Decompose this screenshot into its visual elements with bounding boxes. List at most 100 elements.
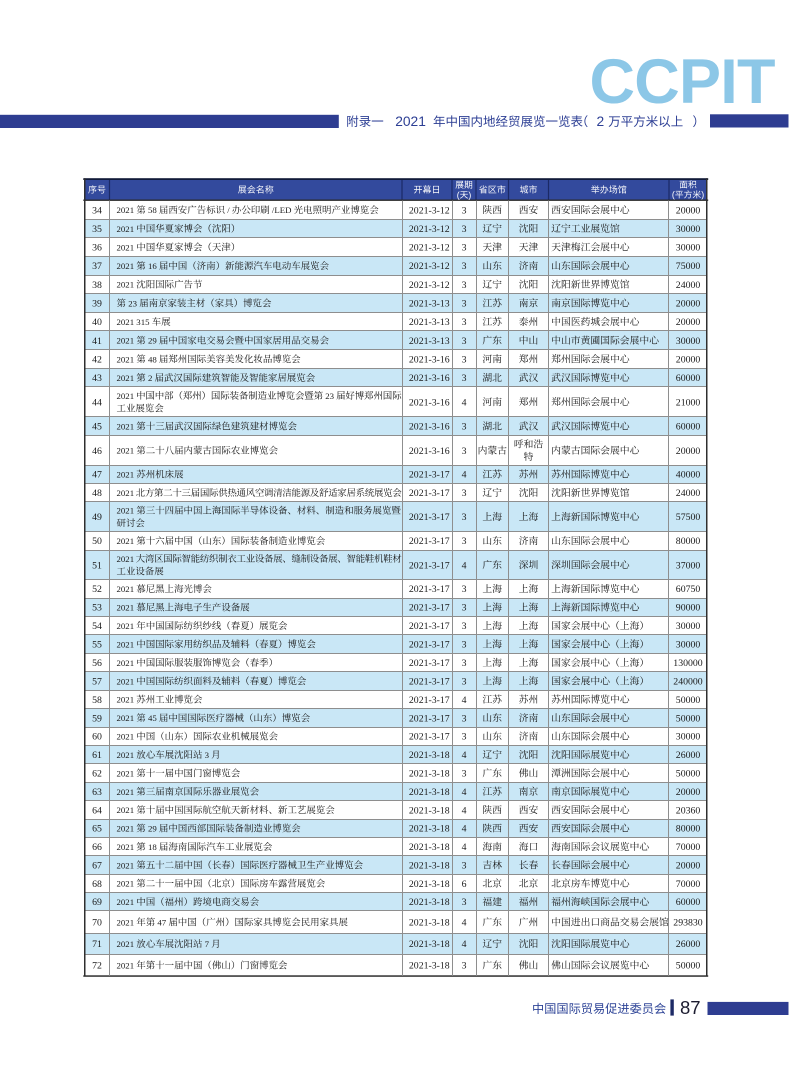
svg-text:): ) — [701, 190, 704, 200]
svg-text:4: 4 — [462, 560, 467, 571]
svg-text:3: 3 — [202, 750, 209, 760]
svg-text:69: 69 — [92, 897, 102, 908]
svg-text:2021: 2021 — [395, 114, 426, 129]
svg-text:68: 68 — [92, 879, 102, 890]
svg-text:2021: 2021 — [117, 336, 135, 346]
svg-text:3: 3 — [462, 354, 467, 365]
svg-text:42: 42 — [92, 354, 102, 365]
svg-text:2021-3-17: 2021-3-17 — [409, 488, 450, 499]
svg-text:4: 4 — [462, 397, 467, 408]
svg-text:4: 4 — [462, 918, 467, 929]
svg-text:2021-3-18: 2021-3-18 — [409, 769, 450, 780]
svg-text:40: 40 — [92, 317, 102, 328]
svg-text:2021-3-17: 2021-3-17 — [409, 584, 450, 595]
svg-text:4: 4 — [462, 787, 467, 798]
svg-text:46: 46 — [92, 446, 102, 457]
svg-text:2021: 2021 — [117, 422, 135, 432]
svg-text:20360: 20360 — [676, 805, 701, 816]
svg-text:4: 4 — [462, 805, 467, 816]
svg-text:30000: 30000 — [676, 640, 701, 651]
svg-text:60000: 60000 — [676, 373, 701, 384]
svg-text:53: 53 — [92, 603, 102, 614]
svg-text:90000: 90000 — [676, 603, 701, 614]
svg-text:50000: 50000 — [676, 713, 701, 724]
svg-text:3: 3 — [462, 422, 467, 433]
svg-text:2021: 2021 — [117, 446, 135, 456]
svg-text:2021-3-17: 2021-3-17 — [409, 713, 450, 724]
svg-text:55: 55 — [92, 640, 102, 651]
svg-text:2021-3-17: 2021-3-17 — [409, 732, 450, 743]
svg-text:2021: 2021 — [117, 860, 135, 870]
svg-text:65: 65 — [92, 824, 102, 835]
svg-text:4: 4 — [462, 939, 467, 950]
svg-text:2021: 2021 — [117, 939, 135, 949]
svg-text:2021-3-17: 2021-3-17 — [409, 621, 450, 632]
svg-text:3: 3 — [462, 860, 467, 871]
svg-text:/: / — [225, 205, 230, 215]
svg-text:3: 3 — [462, 205, 467, 216]
svg-text:2021: 2021 — [117, 787, 135, 797]
svg-text:54: 54 — [92, 621, 102, 632]
svg-text:2021-3-12: 2021-3-12 — [409, 224, 450, 235]
svg-text:(: ( — [672, 190, 675, 200]
svg-text:2021-3-18: 2021-3-18 — [409, 918, 450, 929]
svg-text:64: 64 — [92, 805, 102, 816]
svg-text:24000: 24000 — [676, 280, 701, 291]
svg-text:50000: 50000 — [676, 695, 701, 706]
svg-text:62: 62 — [92, 769, 102, 780]
svg-text:23: 23 — [323, 391, 335, 401]
svg-text:18: 18 — [146, 842, 158, 852]
svg-text:59: 59 — [92, 713, 102, 724]
svg-text:2021: 2021 — [117, 732, 135, 742]
svg-text:2021-3-17: 2021-3-17 — [409, 470, 450, 481]
svg-text:75000: 75000 — [676, 261, 701, 272]
svg-text:2021: 2021 — [117, 897, 135, 907]
svg-text:3: 3 — [462, 676, 467, 687]
svg-text:3: 3 — [462, 317, 467, 328]
svg-text:2021: 2021 — [117, 391, 135, 401]
svg-text:30000: 30000 — [676, 621, 701, 632]
svg-text:2021-3-13: 2021-3-13 — [409, 317, 450, 328]
svg-text:2021-3-16: 2021-3-16 — [409, 354, 450, 365]
svg-text:2021: 2021 — [117, 961, 135, 971]
svg-text:2021-3-16: 2021-3-16 — [409, 373, 450, 384]
svg-text:80000: 80000 — [676, 536, 701, 547]
svg-text:3: 3 — [462, 280, 467, 291]
svg-text:3: 3 — [462, 299, 467, 310]
svg-text:293830: 293830 — [673, 918, 702, 929]
svg-text:2021-3-17: 2021-3-17 — [409, 695, 450, 706]
svg-text:2021-3-18: 2021-3-18 — [409, 860, 450, 871]
svg-text:2021: 2021 — [117, 488, 135, 498]
svg-text:2021-3-12: 2021-3-12 — [409, 261, 450, 272]
svg-text:2: 2 — [146, 373, 153, 383]
svg-text:4: 4 — [462, 695, 467, 706]
svg-text:26000: 26000 — [676, 750, 701, 761]
svg-text:2021-3-13: 2021-3-13 — [409, 336, 450, 347]
svg-text:60750: 60750 — [676, 584, 701, 595]
svg-text:47: 47 — [92, 470, 102, 481]
svg-text:41: 41 — [92, 336, 102, 347]
svg-text:3: 3 — [462, 621, 467, 632]
svg-text:2021: 2021 — [117, 536, 135, 546]
svg-text:60000: 60000 — [676, 897, 701, 908]
svg-text:2021: 2021 — [117, 621, 135, 631]
svg-text:20000: 20000 — [676, 446, 701, 457]
svg-text:36: 36 — [92, 243, 102, 254]
svg-text:20000: 20000 — [676, 317, 701, 328]
svg-text:72: 72 — [92, 961, 102, 972]
svg-text:34: 34 — [92, 205, 102, 216]
svg-text:71: 71 — [92, 939, 102, 950]
svg-text:30000: 30000 — [676, 224, 701, 235]
svg-text:50000: 50000 — [676, 769, 701, 780]
svg-text:44: 44 — [92, 397, 102, 408]
svg-text:2021: 2021 — [117, 750, 135, 760]
svg-text:2021-3-18: 2021-3-18 — [409, 750, 450, 761]
svg-text:2021-3-17: 2021-3-17 — [409, 512, 450, 523]
svg-text:2021: 2021 — [117, 584, 135, 594]
svg-text:2021-3-17: 2021-3-17 — [409, 676, 450, 687]
svg-text:2021: 2021 — [117, 280, 135, 290]
svg-text:29: 29 — [146, 336, 158, 346]
svg-text:3: 3 — [462, 584, 467, 595]
svg-text:20000: 20000 — [676, 787, 701, 798]
svg-text:3: 3 — [462, 732, 467, 743]
